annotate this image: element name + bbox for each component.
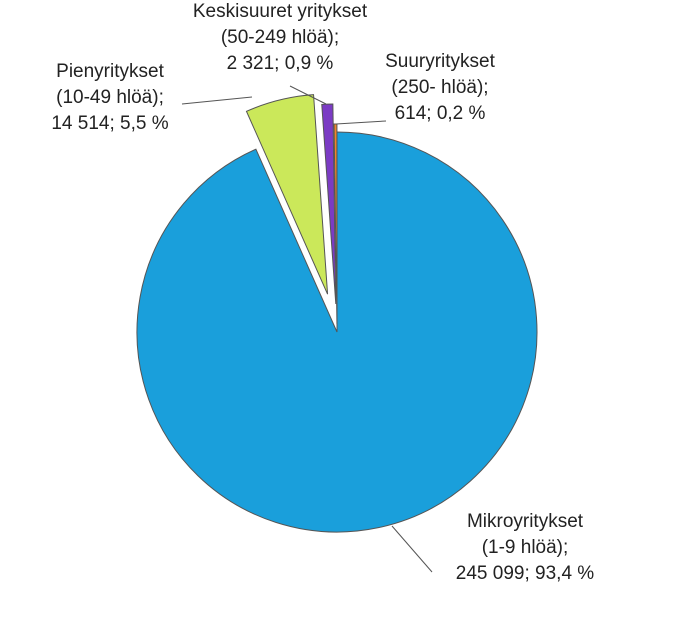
value-label: 614; 0,2 % [395, 103, 486, 124]
leader-line [289, 85, 327, 105]
pie-slice [136, 131, 538, 533]
value-label: 14 514; 5,5 % [51, 113, 168, 134]
slice-label: Suuryritykset [385, 51, 496, 72]
leader-line [335, 120, 387, 125]
slice-size-class: (50-249 hlöä); [221, 27, 339, 48]
slice-label: Pienyritykset [56, 61, 164, 82]
slice-size-class: (10-49 hlöä); [56, 87, 164, 108]
value-label: 2 321; 0,9 % [227, 53, 334, 74]
slice-label: Mikroyritykset [467, 511, 584, 532]
slice-size-class: (1-9 hlöä); [482, 537, 569, 558]
leader-line [181, 96, 253, 105]
pie-slice [245, 94, 329, 295]
pie-slice [321, 103, 337, 305]
slice-size-class: (250- hlöä); [391, 77, 488, 98]
leader-line [391, 525, 433, 573]
value-label: 245 099; 93,4 % [456, 563, 594, 584]
slice-label: Keskisuuret yritykset [193, 1, 368, 22]
